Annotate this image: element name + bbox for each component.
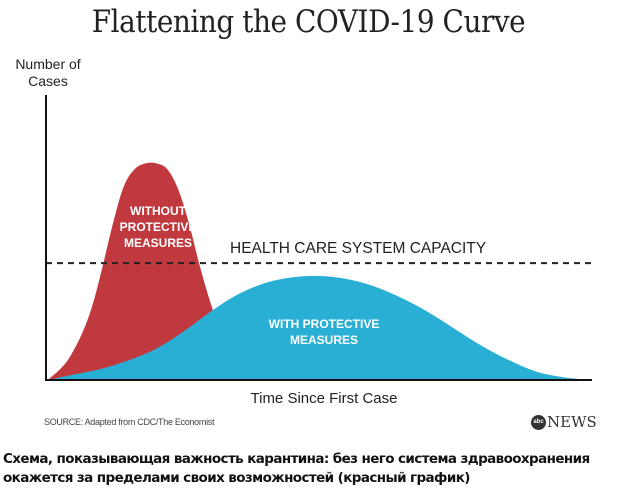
caption: Схема, показывающая важность карантина: …: [3, 451, 590, 486]
abc-news-logo: abc NEWS: [531, 413, 597, 431]
blue-label-1: WITH PROTECTIVE: [269, 317, 380, 331]
source-note: SOURCE: Adapted from CDC/The Economist: [44, 417, 215, 427]
red-label-2: PROTECTIVE: [120, 220, 197, 234]
chart-title: Flattening the COVID-19 Curve: [91, 4, 526, 40]
red-label-1: WITHOUT: [130, 204, 187, 218]
chart: HEALTH CARE SYSTEM CAPACITY WITHOUT PROT…: [45, 95, 592, 407]
x-axis-label: Time Since First Case: [251, 390, 398, 407]
with-measures-area: [48, 275, 590, 380]
y-axis-label: Number of Cases: [15, 56, 81, 89]
blue-label-2: MEASURES: [290, 333, 358, 347]
capacity-label: HEALTH CARE SYSTEM CAPACITY: [230, 240, 486, 257]
abc-logo-icon: abc: [531, 414, 546, 430]
red-label-3: MEASURES: [124, 236, 192, 250]
logo-text: NEWS: [547, 413, 597, 431]
